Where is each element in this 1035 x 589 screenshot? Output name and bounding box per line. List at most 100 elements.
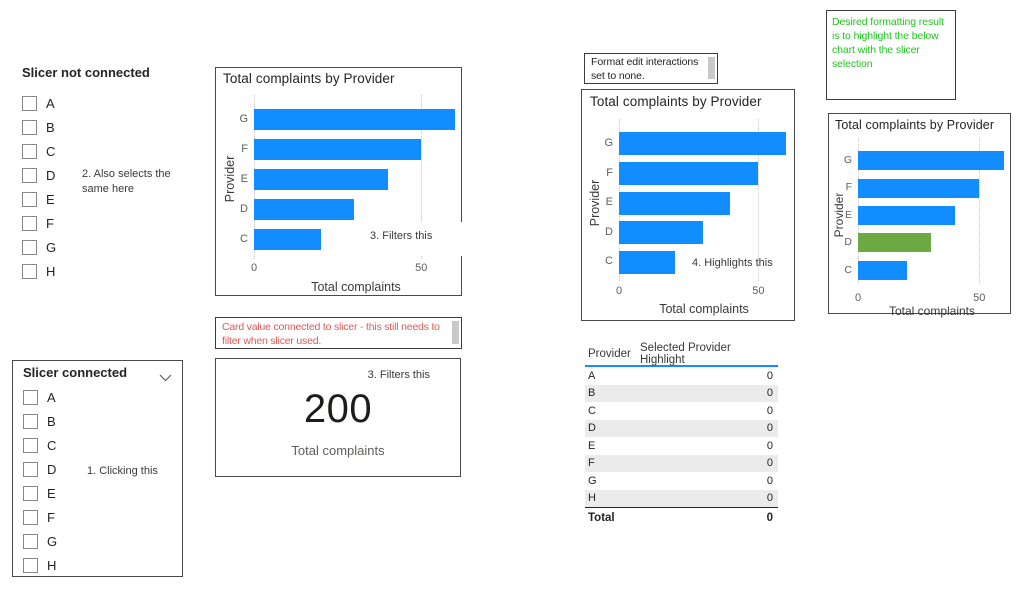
checkbox-label: D — [47, 461, 57, 477]
bar-c[interactable] — [254, 228, 321, 250]
x-axis-title: Total complaints — [311, 280, 401, 294]
category-label-e: E — [240, 173, 248, 185]
annotation-filters-chart: 3. Filters this — [357, 222, 467, 256]
slicer-option-d[interactable]: D — [23, 457, 182, 481]
cell-provider: C — [588, 404, 596, 417]
header-provider: Provider — [588, 347, 631, 360]
bar-d[interactable] — [858, 233, 931, 253]
scrollbar[interactable] — [708, 57, 715, 79]
bar-e[interactable] — [858, 206, 956, 225]
card-value: 200 — [303, 387, 373, 431]
checkbox-e-icon[interactable] — [22, 191, 37, 207]
total-divider — [585, 507, 778, 508]
checkbox-label: E — [46, 191, 55, 207]
bar-g[interactable] — [858, 151, 1004, 171]
bar-d[interactable] — [619, 221, 703, 245]
x-tick-label: 50 — [973, 292, 986, 304]
bar-e[interactable] — [254, 168, 388, 190]
slicer-option-e[interactable]: E — [22, 187, 172, 211]
checkbox-d-icon[interactable] — [23, 461, 38, 477]
bar-c[interactable] — [858, 260, 907, 280]
total-value: 0 — [766, 511, 773, 524]
slicer-option-b[interactable]: B — [23, 409, 182, 433]
slicer-option-f[interactable]: F — [22, 211, 172, 235]
checkbox-b-icon[interactable] — [23, 413, 38, 429]
bar-d[interactable] — [254, 198, 355, 220]
checkbox-f-icon[interactable] — [23, 509, 38, 525]
slicer-option-g[interactable]: G — [23, 529, 182, 553]
slicer-option-b[interactable]: B — [22, 115, 172, 139]
slicer-option-h[interactable]: H — [23, 553, 182, 577]
slicer-title: Slicer connected — [23, 365, 128, 380]
checkbox-label: F — [47, 509, 55, 525]
slicer-option-c[interactable]: C — [23, 433, 182, 457]
checkbox-g-icon[interactable] — [23, 533, 38, 549]
category-label-f: F — [845, 181, 852, 194]
checkbox-c-icon[interactable] — [22, 143, 37, 159]
slicer-option-e[interactable]: E — [23, 481, 182, 505]
bar-c[interactable] — [619, 250, 675, 274]
cell-provider: E — [588, 439, 596, 452]
checkbox-label: H — [46, 263, 56, 279]
cell-value: 0 — [766, 492, 773, 505]
checkbox-f-icon[interactable] — [22, 215, 37, 231]
cell-value: 0 — [766, 387, 773, 400]
slicer-option-c[interactable]: C — [22, 139, 172, 163]
checkbox-g-icon[interactable] — [22, 239, 37, 255]
bar-e[interactable] — [619, 191, 731, 215]
checkbox-label: C — [46, 143, 56, 159]
slicer-option-f[interactable]: F — [23, 505, 182, 529]
slicer-option-h[interactable]: H — [22, 259, 172, 283]
checkbox-e-icon[interactable] — [23, 485, 38, 501]
bar-g[interactable] — [254, 108, 455, 130]
bar-f[interactable] — [254, 138, 422, 160]
checkbox-c-icon[interactable] — [23, 437, 38, 453]
bar-g[interactable] — [619, 132, 787, 156]
checkbox-label: H — [47, 557, 57, 573]
category-label-d: D — [844, 236, 852, 249]
checkbox-label: D — [46, 167, 56, 183]
category-label-g: G — [239, 113, 248, 125]
checkbox-h-icon[interactable] — [22, 263, 37, 279]
checkbox-h-icon[interactable] — [23, 557, 38, 573]
checkbox-a-icon[interactable] — [22, 95, 37, 111]
checkbox-a-icon[interactable] — [23, 389, 38, 405]
cell-value: 0 — [766, 369, 773, 382]
slicer-option-a[interactable]: A — [22, 91, 172, 115]
bar-f[interactable] — [858, 178, 980, 198]
checkbox-b-icon[interactable] — [22, 119, 37, 135]
cell-provider: A — [588, 369, 596, 382]
checkbox-d-icon[interactable] — [22, 167, 37, 183]
cell-value: 0 — [766, 422, 773, 435]
chart-title: Total complaints by Provider — [223, 71, 395, 86]
category-label-c: C — [240, 233, 248, 245]
scrollbar[interactable] — [452, 321, 459, 344]
slicer-option-g[interactable]: G — [22, 235, 172, 259]
slicer-option-d[interactable]: D — [22, 163, 172, 187]
x-axis-title: Total complaints — [888, 304, 976, 318]
slicer-option-a[interactable]: A — [23, 385, 182, 409]
cell-value: 0 — [766, 457, 773, 470]
chevron-down-icon[interactable] — [159, 369, 172, 387]
cell-provider: B — [588, 387, 596, 400]
note-desired-text: Desired formatting result is to highligh… — [832, 16, 944, 70]
checkbox-label: A — [47, 389, 56, 405]
bar-f[interactable] — [619, 161, 759, 185]
cell-provider: F — [588, 457, 595, 470]
cell-provider: D — [588, 422, 596, 435]
gridline — [979, 138, 981, 283]
note-card-text: Card value connected to slicer - this st… — [222, 321, 440, 347]
